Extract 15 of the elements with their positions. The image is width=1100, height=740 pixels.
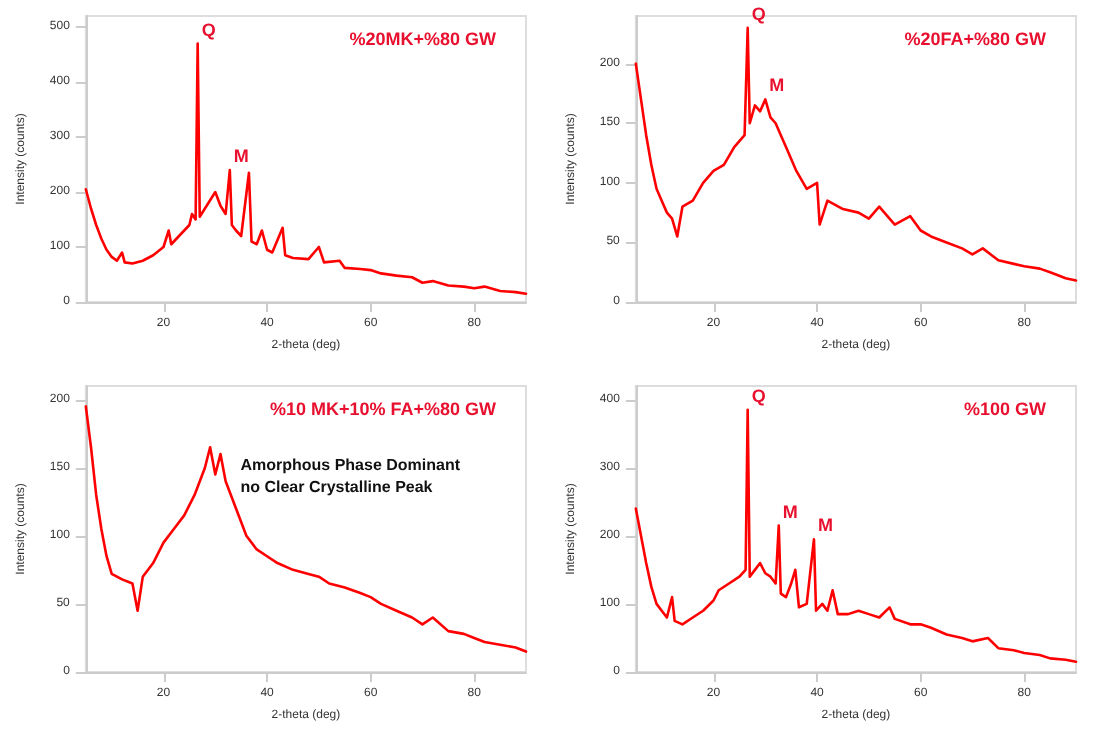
annotation: Q [751,385,766,406]
line-series [634,26,1078,282]
text: %100 GW [963,399,1048,419]
annotation: M [769,75,785,96]
annotation: Amorphous Phase Dominant no Clear Crystalline Peak [240,456,461,496]
annotation: M [233,146,249,166]
text: %20FA+%80 GW [904,29,1048,49]
annotation: Q [201,19,216,40]
annotation: Q [751,3,766,24]
line-series [84,42,528,296]
text: %20MK+%80 GW [349,29,498,49]
text: %10 MK+10% FA+%80 GW [269,399,498,419]
annotation: M [782,501,798,522]
annotation: M [817,515,833,536]
line-series [84,405,528,653]
